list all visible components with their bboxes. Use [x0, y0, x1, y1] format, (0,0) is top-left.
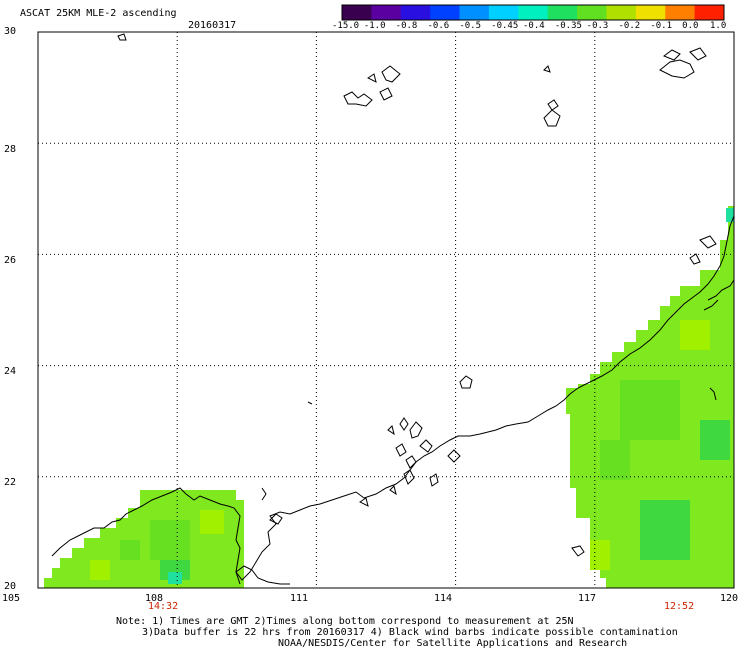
time-label-left: 14:32 — [148, 601, 179, 612]
colorbar-label: -0.5 — [459, 21, 482, 31]
colorbar-label: -0.3 — [586, 21, 609, 31]
colorbar-label: -0.1 — [650, 21, 673, 31]
note-line-1: Note: 1) Times are GMT 2)Times along bot… — [116, 616, 574, 627]
data-cell — [680, 320, 710, 350]
colorbar-swatch — [342, 5, 372, 20]
data-cell — [150, 520, 190, 560]
colorbar — [341, 4, 725, 21]
colorbar-border — [341, 4, 725, 21]
colorbar-swatch — [400, 5, 431, 20]
colorbar-swatch — [635, 5, 666, 20]
map-frame — [37, 31, 735, 589]
data-cell — [90, 560, 110, 580]
x-tick-label: 114 — [434, 593, 453, 604]
data-cell — [200, 510, 224, 534]
x-tick-label: 111 — [290, 593, 309, 604]
map-title: ASCAT 25KM MLE-2 ascending — [20, 8, 177, 19]
colorbar-label: 1.0 — [710, 21, 727, 31]
x-tick-label: 120 — [720, 593, 739, 604]
colorbar-label: -0.8 — [395, 21, 418, 31]
data-cell — [590, 540, 610, 570]
data-cell — [640, 500, 690, 560]
data-cell — [700, 420, 730, 460]
colorbar-label: -0.45 — [491, 21, 519, 31]
data-cell — [600, 440, 630, 480]
data-cell — [120, 540, 140, 560]
colorbar-label: -0.4 — [523, 21, 545, 31]
data-cell — [726, 208, 734, 222]
colorbar-swatch — [459, 5, 490, 20]
colorbar-swatch — [694, 5, 725, 20]
colorbar-label: -1.0 — [363, 21, 386, 31]
data-swaths — [44, 206, 734, 588]
y-tick-label: 22 — [4, 477, 17, 488]
colorbar-swatch — [518, 5, 549, 20]
colorbar-swatch — [430, 5, 461, 20]
x-tick-label: 117 — [578, 593, 597, 604]
y-tick-label: 24 — [4, 366, 17, 377]
map-date: 20160317 — [188, 20, 237, 31]
colorbar-label: -0.2 — [618, 21, 641, 31]
x-tick-label: 108 — [145, 593, 164, 604]
colorbar-label: -15.0 — [332, 21, 360, 31]
colorbar-swatch — [371, 5, 402, 20]
colorbar-swatch — [547, 5, 578, 20]
colorbar-label: 0.0 — [682, 21, 699, 31]
colorbar-swatch — [488, 5, 519, 20]
colorbar-label: -0.35 — [554, 21, 582, 31]
data-cell — [160, 560, 190, 580]
colorbar-label: -0.6 — [427, 21, 450, 31]
y-tick-label: 28 — [4, 144, 17, 155]
data-cell — [168, 572, 182, 584]
note-line-2: 3)Data buffer is 22 hrs from 20160317 4)… — [142, 627, 678, 638]
grid-lines — [38, 32, 734, 588]
y-tick-label: 30 — [4, 26, 17, 37]
y-tick-label: 20 — [4, 581, 17, 592]
colorbar-swatch — [665, 5, 696, 20]
note-line-3: NOAA/NESDIS/Center for Satellite Applica… — [278, 638, 628, 649]
coastline — [51, 33, 735, 585]
colorbar-swatch — [606, 5, 637, 20]
x-tick-label: 105 — [2, 593, 21, 604]
data-cell — [620, 380, 680, 440]
y-tick-label: 26 — [4, 255, 17, 266]
colorbar-swatch — [577, 5, 607, 20]
time-label-right: 12:52 — [664, 601, 695, 612]
